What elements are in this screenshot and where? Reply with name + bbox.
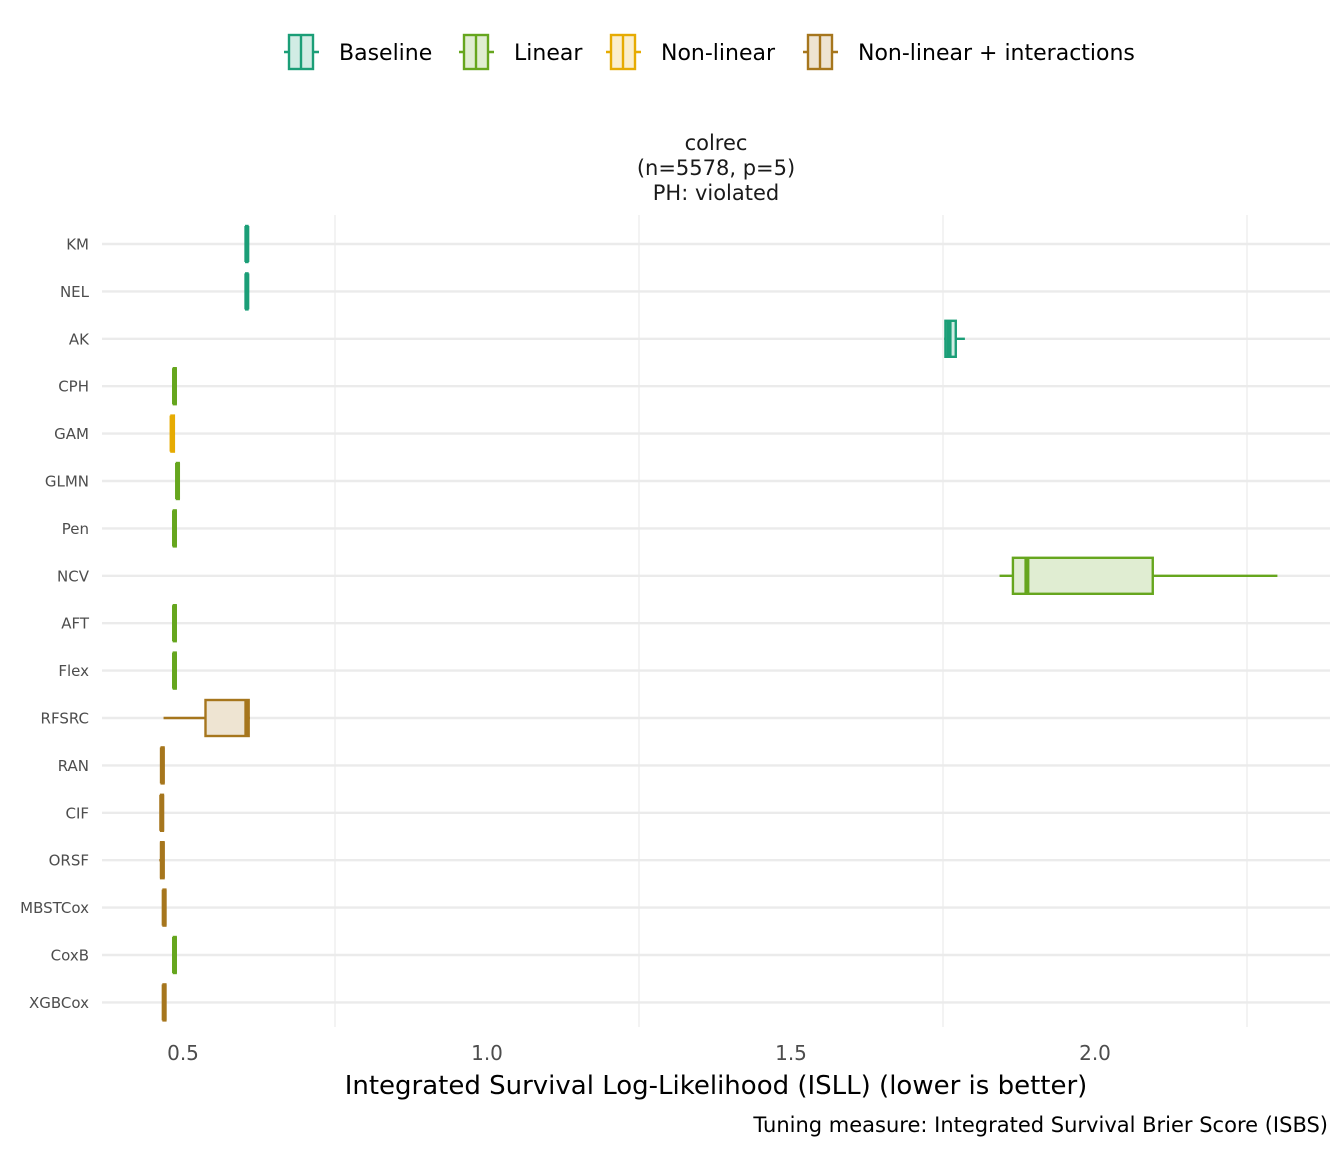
y-tick-label: CIF bbox=[65, 804, 89, 822]
box-flex bbox=[171, 651, 177, 690]
box-mbstcox bbox=[161, 888, 167, 927]
facet-title-line: (n=5578, p=5) bbox=[637, 156, 795, 180]
y-tick-label: CPH bbox=[58, 378, 89, 396]
box-cph bbox=[171, 367, 177, 406]
box-gam bbox=[169, 414, 176, 453]
legend-item-baseline: Baseline bbox=[284, 33, 432, 71]
box-body bbox=[1011, 556, 1154, 595]
box-coxb bbox=[171, 935, 177, 975]
y-tick-label: MBSTCox bbox=[20, 899, 89, 917]
y-tick-label: ORSF bbox=[49, 852, 89, 870]
grid bbox=[102, 215, 1330, 1027]
x-axis-labels: 0.5 1.0 1.5 2.0 bbox=[167, 1041, 1111, 1065]
box-pen bbox=[171, 509, 177, 548]
box-cif bbox=[159, 793, 165, 832]
legend-key bbox=[803, 33, 838, 71]
box-km bbox=[244, 224, 250, 264]
y-tick-label: RAN bbox=[58, 757, 89, 775]
y-tick-label: NCV bbox=[57, 567, 90, 585]
legend-key bbox=[459, 33, 494, 71]
y-tick-label: Flex bbox=[58, 662, 89, 680]
boxes bbox=[159, 224, 1278, 1022]
y-tick-label: XGBCox bbox=[29, 994, 89, 1012]
y-tick-label: GLMN bbox=[45, 473, 89, 491]
y-tick-label: AFT bbox=[61, 615, 90, 633]
legend: Baseline Linear Non-linear Non-linear + int… bbox=[284, 33, 1135, 71]
legend-label: Non-linear bbox=[661, 41, 776, 66]
x-tick-label: 1.0 bbox=[471, 1041, 503, 1065]
x-tick-label: 0.5 bbox=[167, 1041, 199, 1065]
legend-item-nonlinear: Non-linear bbox=[606, 33, 776, 71]
y-tick-label: GAM bbox=[54, 425, 89, 443]
legend-label: Baseline bbox=[339, 41, 432, 66]
y-tick-label: NEL bbox=[60, 283, 90, 301]
y-tick-label: KM bbox=[66, 236, 89, 254]
x-tick-label: 2.0 bbox=[1079, 1041, 1111, 1065]
box-body bbox=[204, 698, 250, 738]
y-tick-label: AK bbox=[69, 330, 90, 348]
x-axis-title: Integrated Survival Log-Likelihood (ISLL… bbox=[345, 1071, 1088, 1101]
box-aft bbox=[171, 604, 177, 643]
x-tick-label: 1.5 bbox=[775, 1041, 807, 1065]
legend-key bbox=[606, 33, 641, 71]
y-axis-labels: KM NEL AK CPH GAM GLMN Pen NCV AFT Flex RFSRC RAN CI… bbox=[20, 236, 90, 1012]
legend-item-interactions: Non-linear + interactions bbox=[803, 33, 1135, 71]
box-rfsrc bbox=[163, 698, 250, 738]
box-ncv bbox=[999, 556, 1278, 595]
legend-item-linear: Linear bbox=[459, 33, 583, 71]
box-nel bbox=[244, 272, 250, 311]
box-orsf bbox=[159, 841, 165, 880]
legend-label: Non-linear + interactions bbox=[858, 41, 1135, 66]
y-tick-label: RFSRC bbox=[41, 710, 89, 728]
box-xgbcox bbox=[161, 983, 167, 1022]
facet-strip: colrec (n=5578, p=5) PH: violated bbox=[637, 131, 795, 205]
y-tick-label: Pen bbox=[62, 520, 89, 538]
box-glmn bbox=[175, 461, 181, 501]
facet-title-line: colrec bbox=[685, 131, 748, 155]
caption: Tuning measure: Integrated Survival Brie… bbox=[752, 1113, 1328, 1137]
box-ak bbox=[944, 319, 965, 358]
box-ran bbox=[159, 746, 165, 785]
y-tick-label: CoxB bbox=[51, 947, 89, 965]
facet-title-line: PH: violated bbox=[653, 181, 780, 205]
legend-key bbox=[284, 33, 319, 71]
legend-label: Linear bbox=[514, 41, 583, 66]
